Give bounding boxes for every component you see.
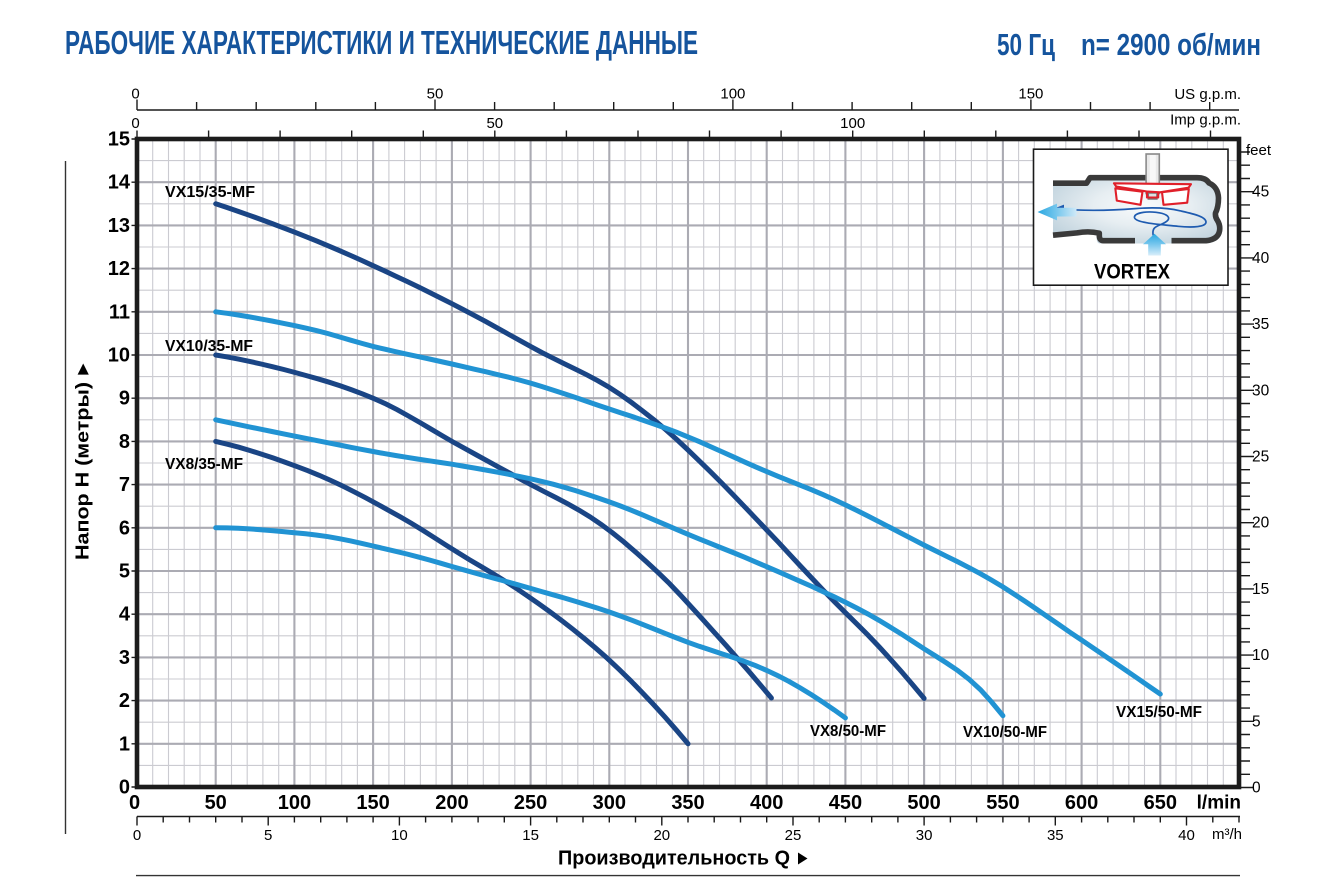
svg-text:20: 20 [653, 827, 670, 844]
svg-text:0: 0 [131, 86, 139, 103]
svg-text:50 Гц: 50 Гц [997, 27, 1055, 62]
svg-text:100: 100 [720, 86, 745, 103]
svg-text:Imp g.p.m.: Imp g.p.m. [1170, 112, 1241, 129]
svg-text:РАБОЧИЕ ХАРАКТЕРИСТИКИ И ТЕХНИ: РАБОЧИЕ ХАРАКТЕРИСТИКИ И ТЕХНИЧЕСКИЕ ДАН… [65, 24, 698, 61]
svg-text:30: 30 [1252, 382, 1270, 399]
svg-text:15: 15 [522, 827, 539, 844]
svg-text:20: 20 [1252, 515, 1270, 532]
svg-text:50: 50 [205, 792, 227, 814]
svg-text:35: 35 [1252, 316, 1269, 333]
svg-text:1: 1 [119, 733, 130, 755]
svg-text:600: 600 [1065, 792, 1098, 814]
svg-text:100: 100 [278, 792, 311, 814]
svg-text:13: 13 [108, 215, 130, 237]
svg-text:10: 10 [391, 827, 408, 844]
svg-text:VORTEX: VORTEX [1094, 260, 1171, 284]
svg-text:7: 7 [119, 474, 130, 496]
svg-text:0: 0 [129, 792, 140, 814]
svg-text:8: 8 [119, 431, 130, 453]
svg-text:3: 3 [119, 647, 130, 669]
svg-text:350: 350 [671, 792, 704, 814]
svg-text:25: 25 [785, 827, 802, 844]
svg-text:12: 12 [108, 258, 130, 280]
svg-text:l/min: l/min [1197, 793, 1241, 814]
svg-text:VX8/50-MF: VX8/50-MF [810, 723, 886, 740]
svg-text:6: 6 [119, 517, 130, 539]
svg-text:45: 45 [1252, 184, 1269, 201]
svg-text:US g.p.m.: US g.p.m. [1174, 86, 1241, 103]
svg-text:VX10/50-MF: VX10/50-MF [963, 724, 1047, 741]
svg-text:200: 200 [435, 792, 468, 814]
svg-text:10: 10 [108, 345, 130, 367]
svg-text:15: 15 [1252, 581, 1269, 598]
svg-text:300: 300 [593, 792, 626, 814]
svg-text:0: 0 [119, 777, 130, 799]
svg-text:VX15/35-MF: VX15/35-MF [165, 184, 255, 201]
svg-text:14: 14 [108, 172, 131, 194]
svg-text:500: 500 [907, 792, 940, 814]
svg-text:n= 2900 об/мин: n= 2900 об/мин [1081, 27, 1261, 62]
svg-text:550: 550 [986, 792, 1019, 814]
svg-text:2: 2 [119, 690, 130, 712]
svg-text:35: 35 [1047, 827, 1064, 844]
svg-text:400: 400 [750, 792, 783, 814]
svg-text:Напор H (метры): Напор H (метры) [73, 382, 93, 560]
svg-text:150: 150 [356, 792, 389, 814]
svg-text:10: 10 [1252, 647, 1270, 664]
svg-text:m³/h: m³/h [1212, 826, 1242, 843]
svg-text:0: 0 [131, 115, 139, 132]
svg-text:Производительность Q: Производительность Q [558, 848, 790, 870]
svg-text:40: 40 [1252, 250, 1270, 267]
svg-text:VX10/35-MF: VX10/35-MF [165, 338, 253, 355]
svg-text:0: 0 [1252, 780, 1261, 797]
svg-text:650: 650 [1144, 792, 1177, 814]
svg-text:30: 30 [916, 827, 933, 844]
svg-text:4: 4 [119, 604, 131, 626]
svg-text:5: 5 [119, 561, 130, 583]
svg-text:9: 9 [119, 388, 130, 410]
svg-text:5: 5 [1252, 713, 1261, 730]
svg-text:25: 25 [1252, 449, 1269, 466]
svg-text:50: 50 [486, 115, 503, 132]
svg-text:5: 5 [264, 827, 272, 844]
svg-text:0: 0 [133, 827, 141, 844]
svg-text:40: 40 [1178, 827, 1195, 844]
svg-text:VX8/35-MF: VX8/35-MF [165, 456, 243, 473]
svg-text:100: 100 [840, 115, 865, 132]
svg-text:feet: feet [1246, 142, 1272, 159]
svg-text:150: 150 [1018, 86, 1043, 103]
svg-text:50: 50 [427, 86, 444, 103]
svg-text:VX15/50-MF: VX15/50-MF [1116, 704, 1202, 721]
svg-text:450: 450 [829, 792, 862, 814]
svg-text:11: 11 [109, 301, 130, 323]
svg-text:15: 15 [108, 129, 130, 151]
svg-text:250: 250 [514, 792, 547, 814]
